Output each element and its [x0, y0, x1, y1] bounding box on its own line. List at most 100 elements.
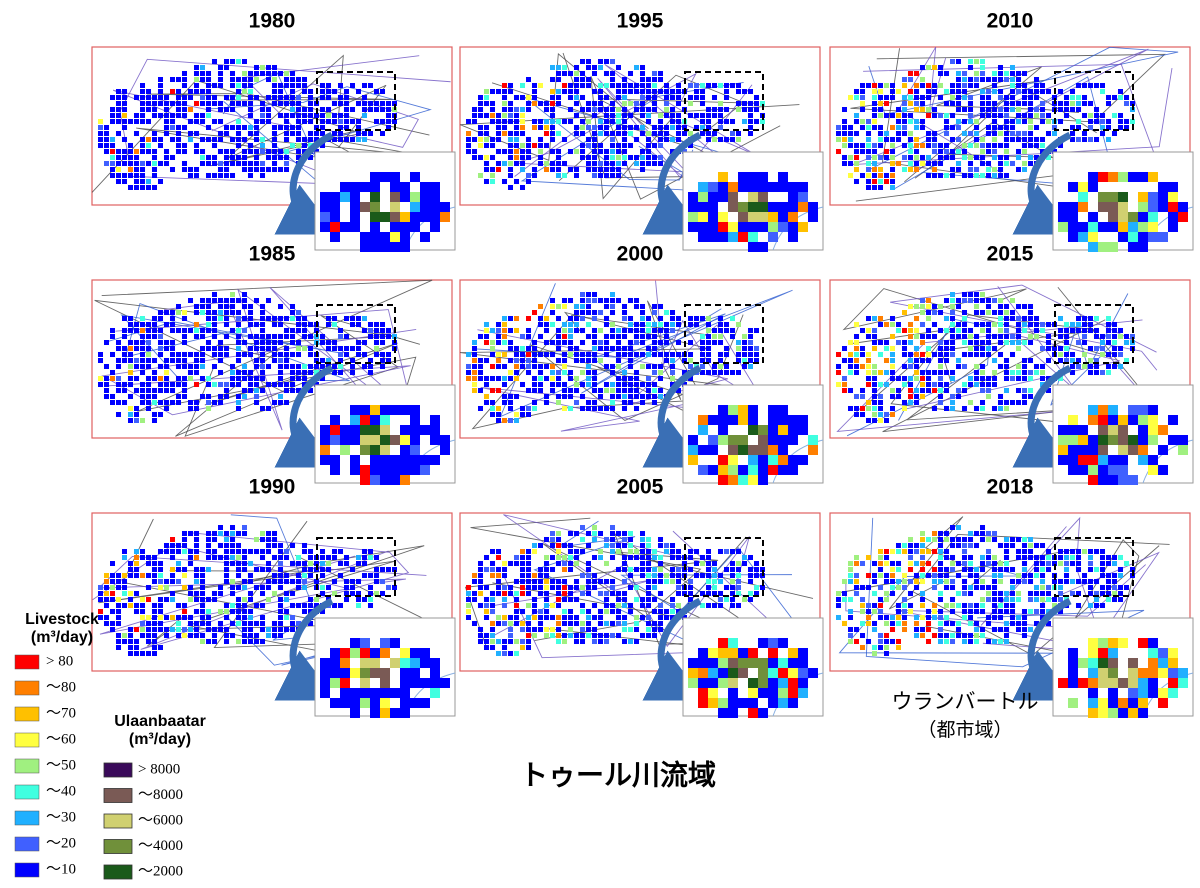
cell	[878, 143, 883, 148]
cell	[968, 101, 973, 106]
cell	[950, 376, 955, 381]
cell	[514, 161, 519, 166]
cell	[490, 573, 495, 578]
inset-cell	[1108, 242, 1118, 252]
cell	[944, 71, 949, 76]
cell	[278, 376, 283, 381]
inset-cell	[330, 465, 340, 475]
inset-cell	[778, 698, 788, 708]
cell	[908, 376, 913, 381]
cell	[478, 603, 483, 608]
cell	[374, 579, 379, 584]
cell	[944, 573, 949, 578]
cell	[538, 304, 543, 309]
cell	[634, 627, 639, 632]
cell	[634, 161, 639, 166]
cell	[592, 71, 597, 76]
cell	[1094, 346, 1099, 351]
cell	[260, 537, 265, 542]
cell	[974, 573, 979, 578]
cell	[592, 137, 597, 142]
cell	[128, 412, 133, 417]
cell	[604, 167, 609, 172]
cell	[362, 83, 367, 88]
cell	[944, 101, 949, 106]
cell	[1058, 89, 1063, 94]
cell	[230, 543, 235, 548]
cell	[872, 579, 877, 584]
cell	[890, 113, 895, 118]
cell	[272, 573, 277, 578]
cell	[1034, 334, 1039, 339]
cell	[140, 388, 145, 393]
cell	[586, 107, 591, 112]
cell	[1070, 89, 1075, 94]
inset-cell	[340, 658, 350, 668]
cell	[544, 597, 549, 602]
cell	[938, 549, 943, 554]
inset-cell	[798, 668, 808, 678]
cell	[586, 585, 591, 590]
cell	[152, 609, 157, 614]
cell	[866, 376, 871, 381]
cell	[520, 95, 525, 100]
cell	[736, 579, 741, 584]
cell	[278, 549, 283, 554]
cell	[380, 567, 385, 572]
cell	[158, 585, 163, 590]
cell	[466, 609, 471, 614]
cell	[1064, 549, 1069, 554]
cell	[884, 83, 889, 88]
cell	[556, 376, 561, 381]
inset-cell	[1068, 232, 1078, 242]
cell	[962, 119, 967, 124]
cell	[646, 83, 651, 88]
cell	[604, 149, 609, 154]
cell	[176, 131, 181, 136]
cell	[956, 322, 961, 327]
cell	[878, 418, 883, 423]
cell	[836, 370, 841, 375]
cell	[254, 585, 259, 590]
cell	[736, 561, 741, 566]
cell	[164, 543, 169, 548]
inset-cell	[380, 435, 390, 445]
cell	[122, 149, 127, 154]
cell	[550, 603, 555, 608]
cell	[890, 358, 895, 363]
cell	[902, 131, 907, 136]
cell	[544, 316, 549, 321]
cell	[598, 555, 603, 560]
inset-cell	[390, 405, 400, 415]
cell	[842, 579, 847, 584]
cell	[1058, 328, 1063, 333]
cell	[260, 591, 265, 596]
cell	[688, 555, 693, 560]
cell	[848, 340, 853, 345]
cell	[878, 382, 883, 387]
cell	[242, 388, 247, 393]
cell	[568, 567, 573, 572]
cell	[146, 185, 151, 190]
cell	[914, 633, 919, 638]
cell	[236, 83, 241, 88]
inset-cell	[1108, 212, 1118, 222]
cell	[502, 597, 507, 602]
cell	[586, 77, 591, 82]
cell	[616, 328, 621, 333]
cell	[950, 597, 955, 602]
inset-cell	[728, 475, 738, 485]
cell	[326, 555, 331, 560]
inset-cell	[390, 475, 400, 485]
cell	[170, 340, 175, 345]
inset-cell	[390, 202, 400, 212]
cell	[872, 382, 877, 387]
cell	[598, 125, 603, 130]
cell	[326, 316, 331, 321]
cell	[158, 334, 163, 339]
cell	[326, 322, 331, 327]
cell	[670, 364, 675, 369]
cell	[932, 537, 937, 542]
inset-cell	[1078, 445, 1088, 455]
cell	[926, 173, 931, 178]
